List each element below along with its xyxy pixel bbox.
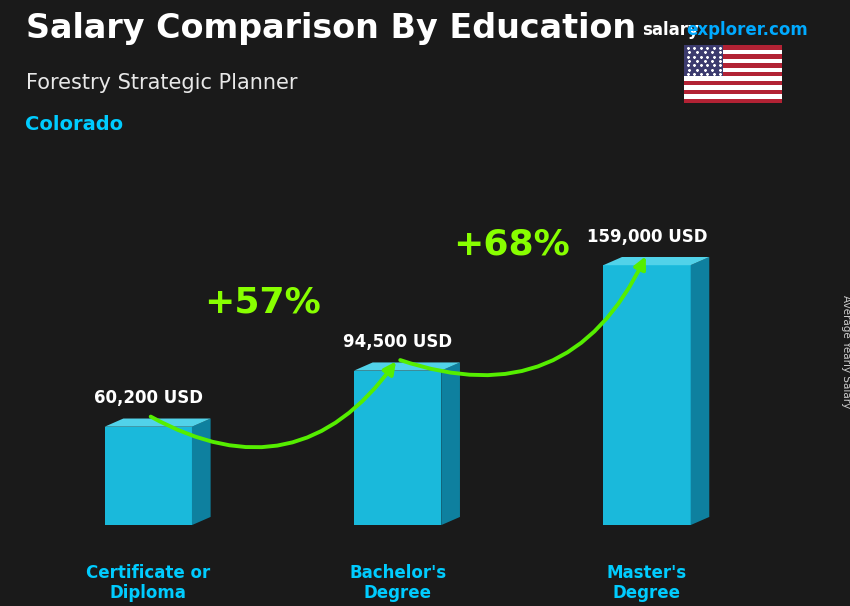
Bar [684, 63, 782, 68]
Bar [684, 45, 782, 50]
Bar [684, 68, 782, 72]
Text: +68%: +68% [454, 227, 570, 261]
Bar [684, 76, 782, 81]
Bar [684, 59, 782, 63]
Text: 94,500 USD: 94,500 USD [343, 333, 452, 351]
Polygon shape [105, 427, 192, 525]
Bar [684, 94, 782, 99]
Text: Bachelor's
Degree: Bachelor's Degree [349, 564, 446, 602]
Polygon shape [354, 362, 460, 371]
Polygon shape [690, 257, 709, 525]
Text: Forestry Strategic Planner: Forestry Strategic Planner [26, 73, 297, 93]
Text: explorer.com: explorer.com [686, 21, 808, 39]
Text: salary: salary [642, 21, 699, 39]
Text: Master's
Degree: Master's Degree [607, 564, 687, 602]
Text: +57%: +57% [204, 285, 321, 319]
Bar [684, 50, 782, 55]
Polygon shape [354, 371, 441, 525]
Bar [684, 90, 782, 94]
Polygon shape [192, 419, 211, 525]
Polygon shape [441, 362, 460, 525]
Text: Salary Comparison By Education: Salary Comparison By Education [26, 12, 636, 45]
Polygon shape [604, 257, 709, 265]
Bar [684, 55, 782, 59]
Polygon shape [604, 265, 690, 525]
Bar [684, 85, 782, 90]
Bar [684, 81, 782, 85]
Polygon shape [105, 419, 211, 427]
Bar [684, 72, 782, 76]
Text: Certificate or
Diploma: Certificate or Diploma [86, 564, 211, 602]
Text: Colorado: Colorado [26, 115, 123, 134]
Text: 60,200 USD: 60,200 USD [94, 389, 203, 407]
Text: 159,000 USD: 159,000 USD [586, 228, 707, 245]
Bar [684, 99, 782, 103]
Bar [684, 45, 723, 76]
Text: Average Yearly Salary: Average Yearly Salary [841, 295, 850, 408]
